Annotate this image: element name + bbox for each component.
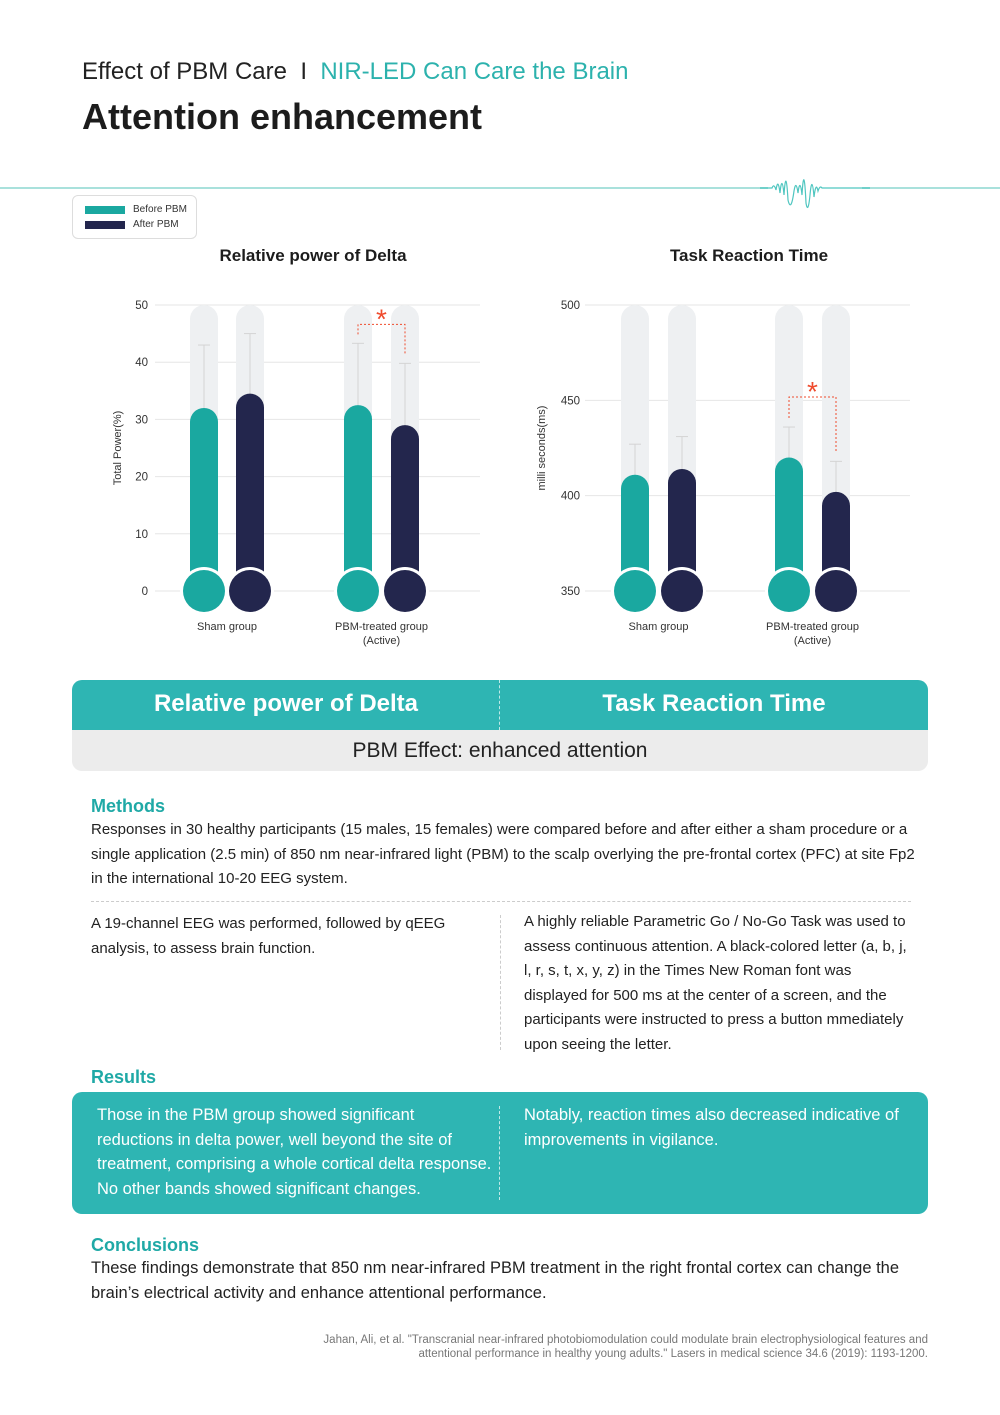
- delta-power-chart: 0 10 20 30 40 50 Total Power(%) Sham group PBM-t…: [112, 300, 480, 647]
- chart-title-delta: Relative power of Delta: [219, 246, 407, 265]
- x-tick-label: Sham group: [629, 621, 689, 633]
- conclusions-text: These findings demonstrate that 850 nm n…: [91, 1259, 900, 1302]
- results-box: Those in the PBM group showed significan…: [72, 1092, 928, 1214]
- methods-text: Responses in 30 healthy participants (15…: [91, 821, 915, 887]
- bulb: [384, 570, 426, 612]
- bulb: [183, 570, 225, 612]
- bulb: [337, 570, 379, 612]
- x-tick-label: (Active): [363, 635, 400, 647]
- bulb: [229, 570, 271, 612]
- significance-bracket: [357, 323, 406, 355]
- summary-effect: PBM Effect: enhanced attention: [352, 739, 648, 762]
- y-tick-label: 500: [561, 300, 580, 312]
- conclusions-heading: Conclusions: [91, 1235, 200, 1255]
- x-tick-label: (Active): [794, 635, 831, 647]
- x-tick-label: Sham group: [197, 621, 257, 633]
- column-divider: [500, 915, 501, 1050]
- summary-right-label: Task Reaction Time: [602, 690, 826, 717]
- y-tick-label: 0: [142, 586, 148, 598]
- bulb: [768, 570, 810, 612]
- legend-label: After PBM: [133, 219, 179, 230]
- bulb: [661, 570, 703, 612]
- summary-header: [72, 680, 928, 730]
- citation-line: attentional performance in healthy young…: [418, 1348, 928, 1360]
- y-tick-label: 350: [561, 586, 580, 598]
- y-tick-label: 450: [561, 395, 580, 407]
- section-divider: [91, 901, 911, 902]
- page-subtitle: Effect of PBM Care I NIR-LED Can Care th…: [82, 58, 628, 86]
- subtitle-separator: I: [300, 58, 307, 85]
- bulb: [815, 570, 857, 612]
- significance-marker: *: [807, 376, 818, 407]
- subtitle-text: Effect of PBM Care: [82, 58, 287, 85]
- summary-banner: Relative power of Delta Task Reaction Ti…: [72, 680, 928, 771]
- divider-line: [0, 187, 1000, 189]
- brainwave-icon: [760, 179, 870, 209]
- y-axis-label: Total Power(%): [112, 411, 124, 486]
- y-axis-label: milli seconds(ms): [536, 406, 548, 491]
- summary-divider: [499, 680, 500, 730]
- y-tick-label: 10: [135, 529, 148, 541]
- bulb: [614, 570, 656, 612]
- legend-swatch: [85, 205, 125, 214]
- chart-title-reaction: Task Reaction Time: [669, 246, 829, 265]
- methods-heading: Methods: [91, 796, 165, 816]
- citation-line: Jahan, Ali, et al. "Transcranial near-in…: [323, 1334, 928, 1346]
- bar-after: [822, 491, 850, 591]
- bar-after: [236, 393, 264, 591]
- citation: Jahan, Ali, et al. "Transcranial near-in…: [228, 1333, 928, 1361]
- subtitle-accent: NIR-LED Can Care the Brain: [320, 58, 629, 85]
- results-reaction-text: Notably, reaction times also decreased i…: [524, 1106, 899, 1149]
- legend-swatch: [85, 220, 125, 229]
- chart-legend: Before PBM After PBM: [72, 195, 197, 239]
- bar-before: [775, 457, 803, 591]
- reaction-time-chart: 350 400 450 500 milli seconds(ms) Sham group P…: [536, 300, 910, 647]
- y-tick-label: 20: [135, 472, 148, 484]
- page-title: Attention enhancement: [82, 96, 483, 137]
- x-tick-label: PBM-treated group: [335, 621, 428, 633]
- bar-after: [668, 468, 696, 591]
- methods-eeg-text: A 19-channel EEG was performed, followed…: [91, 915, 446, 957]
- bar-before: [190, 407, 218, 591]
- methods-task-text: A highly reliable Parametric Go / No-Go …: [524, 913, 907, 1053]
- results-divider: [499, 1106, 500, 1200]
- legend-item-after: After PBM: [85, 219, 179, 230]
- y-tick-label: 400: [561, 491, 580, 503]
- y-tick-label: 50: [135, 300, 148, 312]
- legend-label: Before PBM: [133, 204, 187, 215]
- bar-after: [391, 425, 419, 591]
- significance-bracket: [788, 396, 837, 453]
- bar-before: [344, 405, 372, 591]
- results-heading: Results: [91, 1067, 157, 1087]
- summary-left-label: Relative power of Delta: [153, 690, 419, 717]
- y-tick-label: 40: [135, 357, 148, 369]
- legend-item-before: Before PBM: [85, 204, 187, 215]
- x-tick-label: PBM-treated group: [766, 621, 859, 633]
- significance-marker: *: [376, 303, 387, 334]
- bar-before: [621, 474, 649, 591]
- y-tick-label: 30: [135, 414, 148, 426]
- results-delta-text: Those in the PBM group showed significan…: [97, 1106, 492, 1198]
